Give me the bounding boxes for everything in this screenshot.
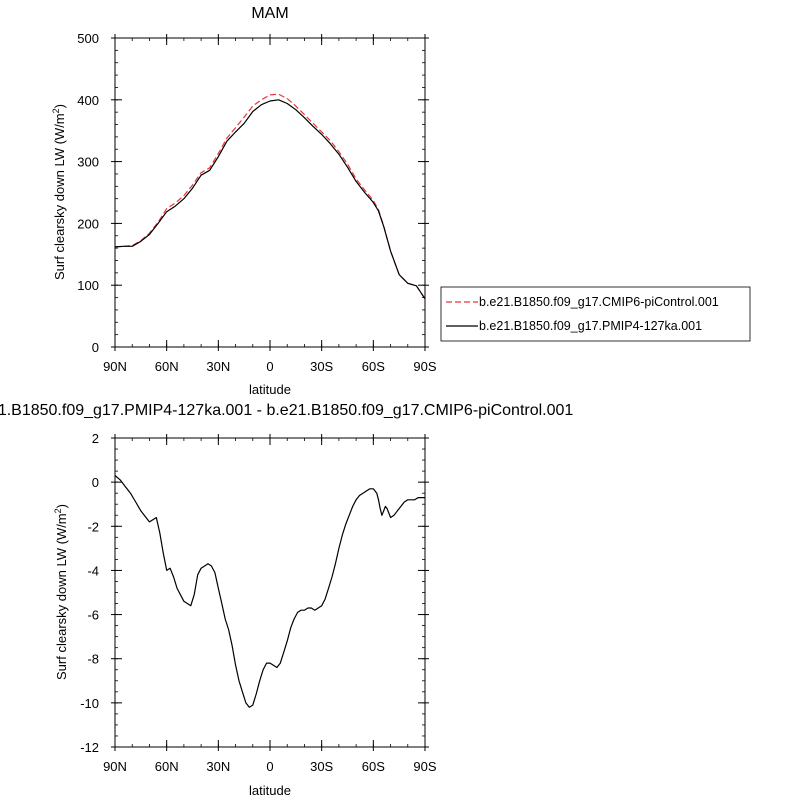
panel-1-y-tick-label: 0 xyxy=(92,340,99,355)
panel-1-y-tick-label: 200 xyxy=(77,216,99,231)
x-axis-label: latitude xyxy=(249,382,291,397)
panel-2-series-line-0 xyxy=(114,475,425,708)
panel-2-y-tick-label: -8 xyxy=(87,652,99,667)
y-axis-label: Surf clearsky down LW (W/m2) xyxy=(51,104,67,280)
panel-2-y-tick-label: -10 xyxy=(80,696,99,711)
panel-2-y-tick-label: 0 xyxy=(92,475,99,490)
panel-1-ticks xyxy=(111,34,429,351)
panel-1-series xyxy=(114,93,426,300)
panel-2-x-tick-label: 0 xyxy=(266,759,273,774)
panel-1-x-tick-label: 30S xyxy=(310,359,333,374)
panel-1-y-tick-label: 100 xyxy=(77,278,99,293)
chart-title: MAM xyxy=(251,5,288,22)
panel-2-x-tick-label: 30S xyxy=(310,759,333,774)
panel-1-x-tick-label: 90S xyxy=(413,359,436,374)
panel-1-x-tick-label: 90N xyxy=(103,359,127,374)
plot-frame xyxy=(114,37,426,348)
difference-y-axis-label-main: Surf clearsky down LW (W/m xyxy=(54,513,69,680)
difference-y-tick-labels: 2 0 -2 -4 -6 -8 -10 -12 xyxy=(80,431,99,755)
panel-2-y-tick-label: -6 xyxy=(87,608,99,623)
panel-1-series-line-1 xyxy=(114,99,426,300)
panel-2-series xyxy=(114,475,425,708)
panel-2-x-tick-label: 90N xyxy=(103,759,127,774)
difference-y-axis-label-close: ) xyxy=(54,504,69,508)
panel-2-ticks xyxy=(111,434,429,751)
difference-chart-title: b.e21.B1850.f09_g17.PMIP4-127ka.001 - b.… xyxy=(0,402,573,419)
panel-2-y-tick-label: -12 xyxy=(80,740,99,755)
panel-2-x-tick-label: 60S xyxy=(362,759,385,774)
panel-1-series-line-0 xyxy=(114,93,426,300)
panel-1-y-tick-label: 500 xyxy=(77,31,99,46)
panel-1-x-tick-label: 30N xyxy=(206,359,230,374)
legend-box xyxy=(440,286,751,342)
panel-2-y-tick-label: -4 xyxy=(87,563,99,578)
y-axis-label-sup: 2 xyxy=(51,108,61,113)
y-axis-label-main: Surf clearsky down LW (W/m xyxy=(52,113,67,280)
legend-label-picontrol: b.e21.B1850.f09_g17.CMIP6-piControl.001 xyxy=(479,295,719,309)
panel-1-y-tick-label: 400 xyxy=(77,93,99,108)
difference-y-axis-label: Surf clearsky down LW (W/m2) xyxy=(53,504,69,680)
difference-y-axis-label-sup: 2 xyxy=(53,508,63,513)
panel-1-x-tick-label: 0 xyxy=(266,359,273,374)
panel-1-y-tick-label: 300 xyxy=(77,155,99,170)
panel-1-x-tick-label: 60N xyxy=(155,359,179,374)
difference-x-tick-labels: 90N 60N 30N 0 30S 60S 90S xyxy=(103,759,437,774)
difference-x-axis-label: latitude xyxy=(249,783,291,798)
panel-2-x-tick-label: 30N xyxy=(206,759,230,774)
difference-plot-frame xyxy=(114,437,426,748)
panel-2-y-tick-label: -2 xyxy=(87,519,99,534)
legend-label-127ka: b.e21.B1850.f09_g17.PMIP4-127ka.001 xyxy=(479,319,702,333)
y-axis-label-close: ) xyxy=(52,104,67,108)
y-tick-labels: 0 100 200 300 400 500 xyxy=(77,31,99,355)
panel-2-x-tick-label: 60N xyxy=(155,759,179,774)
panel-2-x-tick-label: 90S xyxy=(413,759,436,774)
x-tick-labels: 90N 60N 30N 0 30S 60S 90S xyxy=(103,359,437,374)
legend: b.e21.B1850.f09_g17.CMIP6-piControl.001 … xyxy=(440,286,751,342)
panel-2-y-tick-label: 2 xyxy=(92,431,99,446)
panel-1-x-tick-label: 60S xyxy=(362,359,385,374)
